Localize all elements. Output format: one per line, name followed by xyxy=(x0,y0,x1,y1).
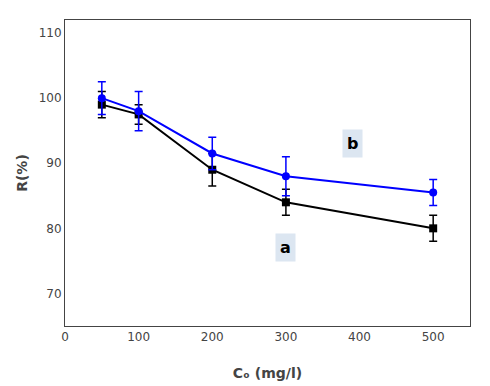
svg-text:200: 200 xyxy=(201,330,224,344)
svg-text:R(%): R(%) xyxy=(14,154,30,192)
svg-text:500: 500 xyxy=(422,330,445,344)
svg-text:0: 0 xyxy=(61,330,69,344)
svg-text:70: 70 xyxy=(46,287,61,301)
svg-text:90: 90 xyxy=(46,156,61,170)
svg-text:100: 100 xyxy=(127,330,150,344)
svg-text:a: a xyxy=(280,238,291,257)
svg-text:b: b xyxy=(347,134,358,153)
svg-text:100: 100 xyxy=(39,91,62,105)
svg-text:300: 300 xyxy=(274,330,297,344)
svg-text:Cₒ (mg/l): Cₒ (mg/l) xyxy=(233,365,302,381)
svg-text:400: 400 xyxy=(348,330,371,344)
svg-text:110: 110 xyxy=(39,26,62,40)
svg-text:80: 80 xyxy=(46,222,61,236)
